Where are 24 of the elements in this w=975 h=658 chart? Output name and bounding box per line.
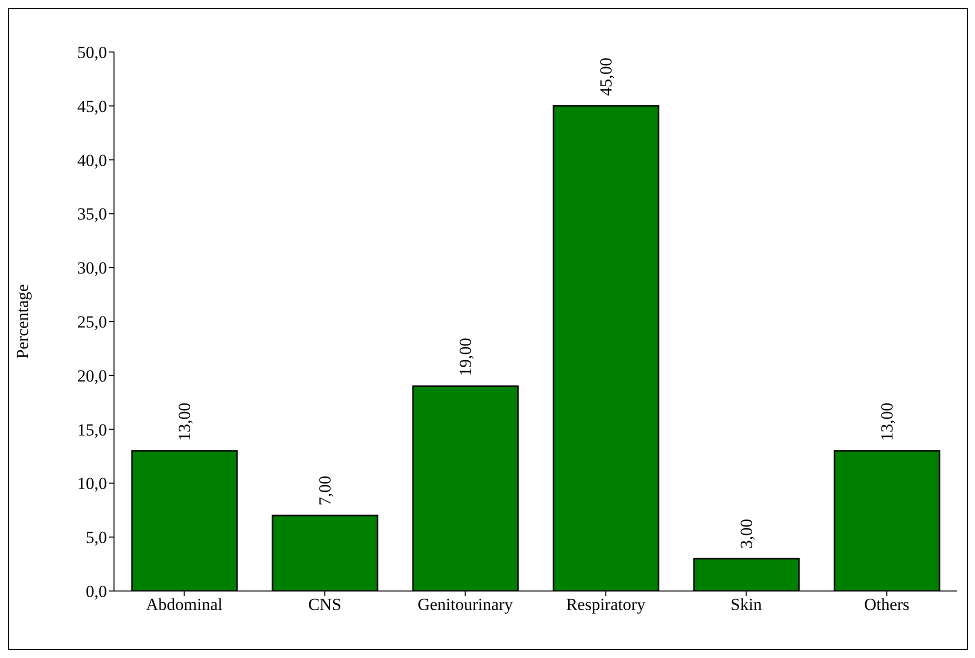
x-tick-label: Abdominal — [146, 595, 223, 614]
x-tick-label: Skin — [730, 595, 762, 614]
data-label: 13,00 — [878, 402, 896, 441]
y-tick-label: 15,0 — [77, 420, 107, 440]
data-label: 3,00 — [737, 518, 756, 549]
y-tick-label: 0,0 — [86, 582, 107, 602]
y-tick-label: 45,0 — [77, 96, 107, 116]
x-tick-label: Genitourinary — [418, 595, 514, 614]
x-tick-label: Respiratory — [566, 595, 646, 614]
y-tick-label: 10,0 — [77, 474, 107, 494]
x-tick-label: Others — [864, 595, 910, 614]
data-label: 13,00 — [175, 402, 194, 441]
y-tick-label: 5,0 — [86, 528, 107, 548]
y-tick-label: 25,0 — [77, 312, 107, 332]
y-tick-label: 40,0 — [77, 150, 107, 170]
data-label: 45,00 — [596, 58, 616, 96]
data-label: 7,00 — [316, 476, 334, 506]
data-label: 19,00 — [456, 338, 475, 376]
x-tick-label: CNS — [308, 595, 342, 614]
y-axis-title: Percentage — [13, 284, 32, 359]
y-tick-label: 50,0 — [77, 43, 107, 62]
y-tick-label: 20,0 — [77, 366, 107, 386]
y-tick-label: 30,0 — [77, 258, 107, 278]
y-tick-label: 35,0 — [77, 204, 107, 224]
